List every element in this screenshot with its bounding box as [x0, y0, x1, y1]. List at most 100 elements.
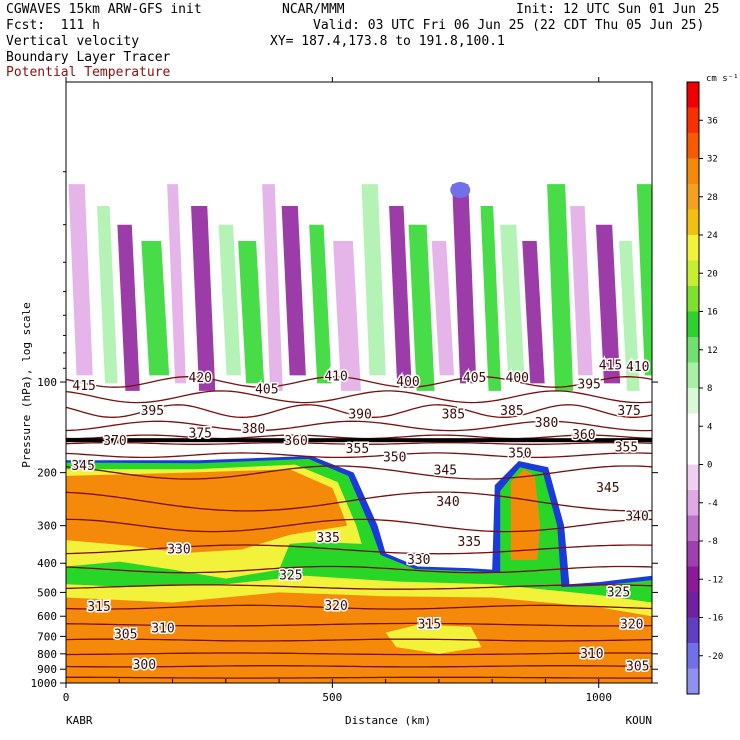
velocity-streak [431, 241, 455, 376]
y-tick-label: 500 [37, 586, 57, 599]
tracer-orange-plume [510, 469, 541, 560]
colorbar-label: 8 [707, 384, 712, 394]
contour-label: 360 [284, 434, 307, 449]
contour-label: 415 [72, 379, 95, 394]
org-label: NCAR/MMM [282, 2, 345, 17]
colorbar-units: cm s⁻¹ [706, 74, 739, 84]
theta-contours [66, 376, 652, 679]
contour-labels: 415 420 410 405 400 405 400 415 410 395 395 390 385 3… [70, 357, 651, 676]
tropopause-band [66, 438, 652, 443]
colorbar-segment [687, 209, 699, 236]
theta-contour-line [66, 420, 652, 432]
y-tick-label: 800 [37, 648, 57, 661]
contour-label: 400 [396, 375, 419, 390]
colorbar-segment [687, 184, 699, 210]
colorbar-segment [687, 311, 699, 338]
contour-label: 375 [189, 426, 212, 441]
velocity-streak [309, 224, 332, 384]
theta-contour-line [66, 584, 652, 590]
theta-contour-line [66, 452, 652, 459]
y-tick-label: 400 [37, 557, 57, 570]
colorbar-segment [687, 643, 699, 669]
y-tick-label: 700 [37, 630, 57, 643]
velocity-streak [522, 241, 545, 384]
velocity-streak [570, 205, 593, 376]
colorbar-segment [687, 388, 699, 414]
velocity-streak [96, 205, 118, 384]
velocity-streak [619, 241, 640, 391]
colorbar-label: 36 [707, 116, 718, 126]
contour-label: 320 [620, 618, 643, 633]
left-endpoint-label: KABR [66, 714, 93, 727]
contour-label: 325 [607, 585, 630, 600]
contour-label: 345 [596, 481, 619, 496]
contour-label: 315 [418, 618, 441, 633]
shaded-field [66, 181, 652, 683]
field-potential-temperature: Potential Temperature [6, 65, 171, 80]
contour-label: 330 [167, 542, 190, 557]
contour-label: 330 [407, 553, 430, 568]
velocity-streak [480, 205, 502, 391]
velocity-streak [281, 205, 306, 376]
x-axis-label: Distance (km) [345, 714, 431, 727]
colorbar-label: -12 [707, 575, 723, 585]
y-tick-label: 100 [37, 376, 57, 389]
contour-label: 400 [506, 371, 529, 386]
velocity-streak [238, 241, 265, 384]
contour-label: 415 [599, 358, 622, 373]
contour-label: 305 [114, 628, 137, 643]
colorbar-label: 28 [707, 193, 718, 203]
contour-label: 375 [617, 404, 640, 419]
velocity-streak [68, 184, 93, 376]
theta-contour-line [66, 465, 652, 480]
colorbar-segment [687, 235, 699, 261]
colorbar-label: 32 [707, 155, 718, 165]
y-tick-label: 600 [37, 610, 57, 623]
velocity-streak [500, 224, 525, 376]
colorbar-label: 24 [707, 231, 718, 241]
theta-contour-line [66, 404, 652, 418]
y-tick-label: 200 [37, 467, 57, 480]
contour-label: 410 [626, 360, 649, 375]
y-tick-label: 300 [37, 520, 57, 533]
velocity-streak [141, 241, 170, 376]
contour-label: 360 [572, 428, 595, 443]
contour-label: 325 [279, 569, 302, 584]
contour-label: 335 [458, 535, 481, 550]
contour-label: 320 [324, 599, 347, 614]
colorbar-segment [687, 541, 699, 567]
velocity-streak [361, 184, 386, 376]
forecast-hour: Fcst: 111 h [6, 18, 100, 33]
contour-label: 345 [434, 464, 457, 479]
colorbar-segment [687, 337, 699, 363]
colorbar-segment [687, 566, 699, 593]
field-vertical-velocity: Vertical velocity [6, 34, 140, 49]
colorbar-segment [687, 158, 699, 185]
velocity-max-blue [450, 181, 471, 198]
colorbar-segment [687, 464, 699, 491]
contour-label: 355 [615, 441, 638, 456]
colorbar-segment [687, 617, 699, 644]
theta-contour-line [66, 442, 652, 445]
colorbar-label: 20 [707, 269, 718, 279]
colorbar-label: 12 [707, 346, 718, 356]
right-endpoint-label: KOUN [626, 714, 653, 727]
contour-label: 350 [383, 450, 406, 465]
x-tick-label: 0 [63, 691, 70, 704]
valid-time: Valid: 03 UTC Fri 06 Jun 25 (22 CDT Thu … [313, 18, 705, 33]
velocity-streak [218, 224, 242, 376]
contour-label: 390 [348, 407, 371, 422]
theta-contour-line [66, 491, 652, 512]
contour-label: 355 [346, 442, 369, 457]
contour-label: 310 [151, 622, 174, 637]
theta-contour-line [66, 622, 652, 627]
tracer-orange-upper [66, 469, 348, 683]
velocity-streak [408, 224, 435, 391]
colorbar-label: -16 [707, 614, 723, 624]
y-axis-label: Pressure (hPa), log scale [20, 302, 33, 468]
contour-label: 340 [625, 510, 648, 525]
colorbar-segment [687, 668, 699, 695]
cross-section-coords: XY= 187.4,173.8 to 191.8,100.1 [270, 34, 505, 49]
init-time: Init: 12 UTC Sun 01 Jun 25 [516, 2, 720, 17]
